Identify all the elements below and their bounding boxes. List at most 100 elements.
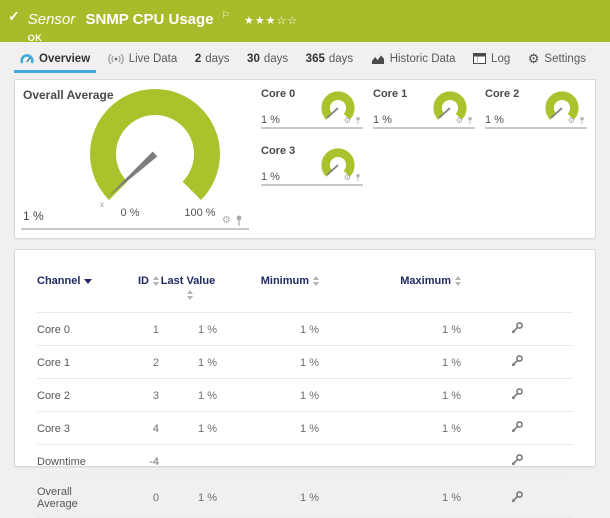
gauge-needle: [326, 164, 339, 176]
sort-desc-icon: [84, 278, 93, 284]
pin-icon[interactable]: [355, 116, 361, 125]
status-badge: OK: [27, 33, 43, 43]
column-header-last-value[interactable]: Last Value: [159, 274, 217, 313]
channel-settings-icon[interactable]: [510, 354, 524, 368]
channels-table: Channel ID Last Value Minimum Maximum: [37, 274, 573, 518]
channel-name[interactable]: Core 2: [37, 378, 99, 412]
column-header-channel[interactable]: Channel: [37, 274, 99, 313]
broadcast-icon: [107, 53, 124, 64]
gauge-title: Core 3: [261, 145, 296, 157]
status-ok-check-icon: ✓: [8, 8, 20, 24]
column-header-minimum[interactable]: Minimum: [217, 274, 319, 313]
log-table-icon: [473, 53, 487, 64]
core-gauge-dial: [321, 91, 355, 120]
column-header-id[interactable]: ID: [99, 274, 159, 313]
maximum-value: 1 %: [319, 378, 461, 412]
minimum-value: 1 %: [217, 312, 319, 346]
pin-icon[interactable]: [579, 116, 585, 125]
gauge-needle: [550, 107, 563, 119]
tab-number: 2: [194, 52, 202, 65]
table-row: Downtime -4: [37, 444, 573, 478]
gauge-settings-gear-icon[interactable]: ⚙: [222, 214, 231, 226]
pin-icon[interactable]: [467, 116, 473, 125]
minimum-value: 1 %: [217, 378, 319, 412]
gauge-settings-gear-icon[interactable]: ⚙: [343, 172, 351, 182]
gear-icon: ⚙: [527, 51, 540, 66]
maximum-value: 1 %: [319, 477, 461, 518]
tab-settings[interactable]: ⚙ Settings: [522, 47, 592, 73]
core-gauge-cell: Core 0 1 % ⚙: [261, 88, 363, 129]
area-chart-icon: [371, 54, 384, 64]
tab-historic-data[interactable]: Historic Data: [365, 47, 462, 73]
tab-2-days[interactable]: 2 days: [189, 47, 236, 73]
pin-icon[interactable]: [235, 215, 243, 226]
gauge-current-value: 1 %: [261, 171, 280, 183]
gauge-needle: [438, 107, 451, 119]
gauge-scale-max: 100 %: [184, 207, 216, 219]
channel-settings-icon[interactable]: [510, 321, 524, 335]
channel-name[interactable]: Downtime: [37, 444, 99, 478]
gauge-settings-gear-icon[interactable]: ⚙: [343, 115, 351, 125]
core-gauge-cell: Core 2 1 % ⚙: [485, 88, 587, 129]
channel-id: 2: [99, 345, 159, 379]
maximum-value: 1 %: [319, 312, 461, 346]
tab-label: Settings: [544, 52, 586, 65]
sort-icon: [187, 290, 193, 301]
pin-icon[interactable]: [355, 173, 361, 182]
tab-bar: Overview Live Data 2 days 30 days 365 da…: [0, 47, 610, 73]
tab-number: 365: [305, 52, 325, 65]
channel-name[interactable]: Core 0: [37, 312, 99, 346]
gauge-title: Core 2: [485, 88, 520, 100]
table-row: Core 2 3 1 % 1 % 1 %: [37, 378, 573, 412]
channel-name[interactable]: Overall Average: [37, 477, 99, 518]
channel-settings-icon[interactable]: [510, 420, 524, 434]
gauge-settings-gear-icon[interactable]: ⚙: [567, 115, 575, 125]
minimum-value: 1 %: [217, 345, 319, 379]
channel-name[interactable]: Core 3: [37, 411, 99, 445]
gauge-title: Core 1: [373, 88, 408, 100]
channel-settings-icon[interactable]: [510, 387, 524, 401]
tab-live-data[interactable]: Live Data: [102, 47, 184, 73]
table-row: Core 3 4 1 % 1 % 1 %: [37, 411, 573, 445]
sensor-title-line: Sensor SNMP CPU Usage ⚐ ★★★☆☆: [28, 7, 299, 30]
overall-gauge-dial: [90, 89, 220, 200]
flag-icon[interactable]: ⚐: [221, 10, 230, 20]
channel-name[interactable]: Core 1: [37, 345, 99, 379]
priority-stars[interactable]: ★★★☆☆: [243, 15, 299, 27]
page-title: SNMP CPU Usage: [85, 11, 214, 28]
tab-365-days[interactable]: 365 days: [300, 47, 359, 73]
sensor-header: ✓ Sensor SNMP CPU Usage ⚐ ★★★☆☆ OK: [0, 0, 610, 43]
channel-id: 0: [99, 477, 159, 518]
channel-settings-icon[interactable]: [510, 490, 524, 504]
channel-settings-icon[interactable]: [510, 453, 524, 467]
sort-icon: [153, 276, 159, 287]
channel-id: 3: [99, 378, 159, 412]
last-value: 1 %: [159, 345, 217, 379]
gauge-current-value: 1 %: [261, 114, 280, 126]
last-value: 1 %: [159, 477, 217, 518]
tab-label: days: [328, 52, 354, 65]
gauge-icon: [20, 53, 34, 64]
last-value: 1 %: [159, 378, 217, 412]
channel-id: 4: [99, 411, 159, 445]
column-header-maximum[interactable]: Maximum: [319, 274, 461, 313]
sort-icon: [455, 276, 461, 287]
maximum-value: [319, 444, 461, 478]
sort-icon: [313, 276, 319, 287]
gauge-needle-marker: x: [100, 200, 104, 209]
last-value: 1 %: [159, 312, 217, 346]
gauge-settings-gear-icon[interactable]: ⚙: [455, 115, 463, 125]
tab-log[interactable]: Log: [467, 47, 516, 73]
tab-30-days[interactable]: 30 days: [241, 47, 294, 73]
tab-label: Overview: [39, 52, 91, 65]
core-gauge-dial: [321, 148, 355, 177]
core-gauge-dial: [433, 91, 467, 120]
gauge-scale-min: 0 %: [120, 207, 140, 219]
gauge-title: Core 0: [261, 88, 296, 100]
gauges-panel: Overall Average x 0 % 100 % 1 % ⚙ Core 0…: [14, 79, 596, 239]
tab-overview[interactable]: Overview: [14, 47, 97, 73]
sensor-kind-label: Sensor: [27, 11, 76, 28]
tab-label: Historic Data: [389, 52, 456, 65]
tab-number: 30: [247, 52, 260, 65]
core-gauge-cell: Core 1 1 % ⚙: [373, 88, 475, 129]
